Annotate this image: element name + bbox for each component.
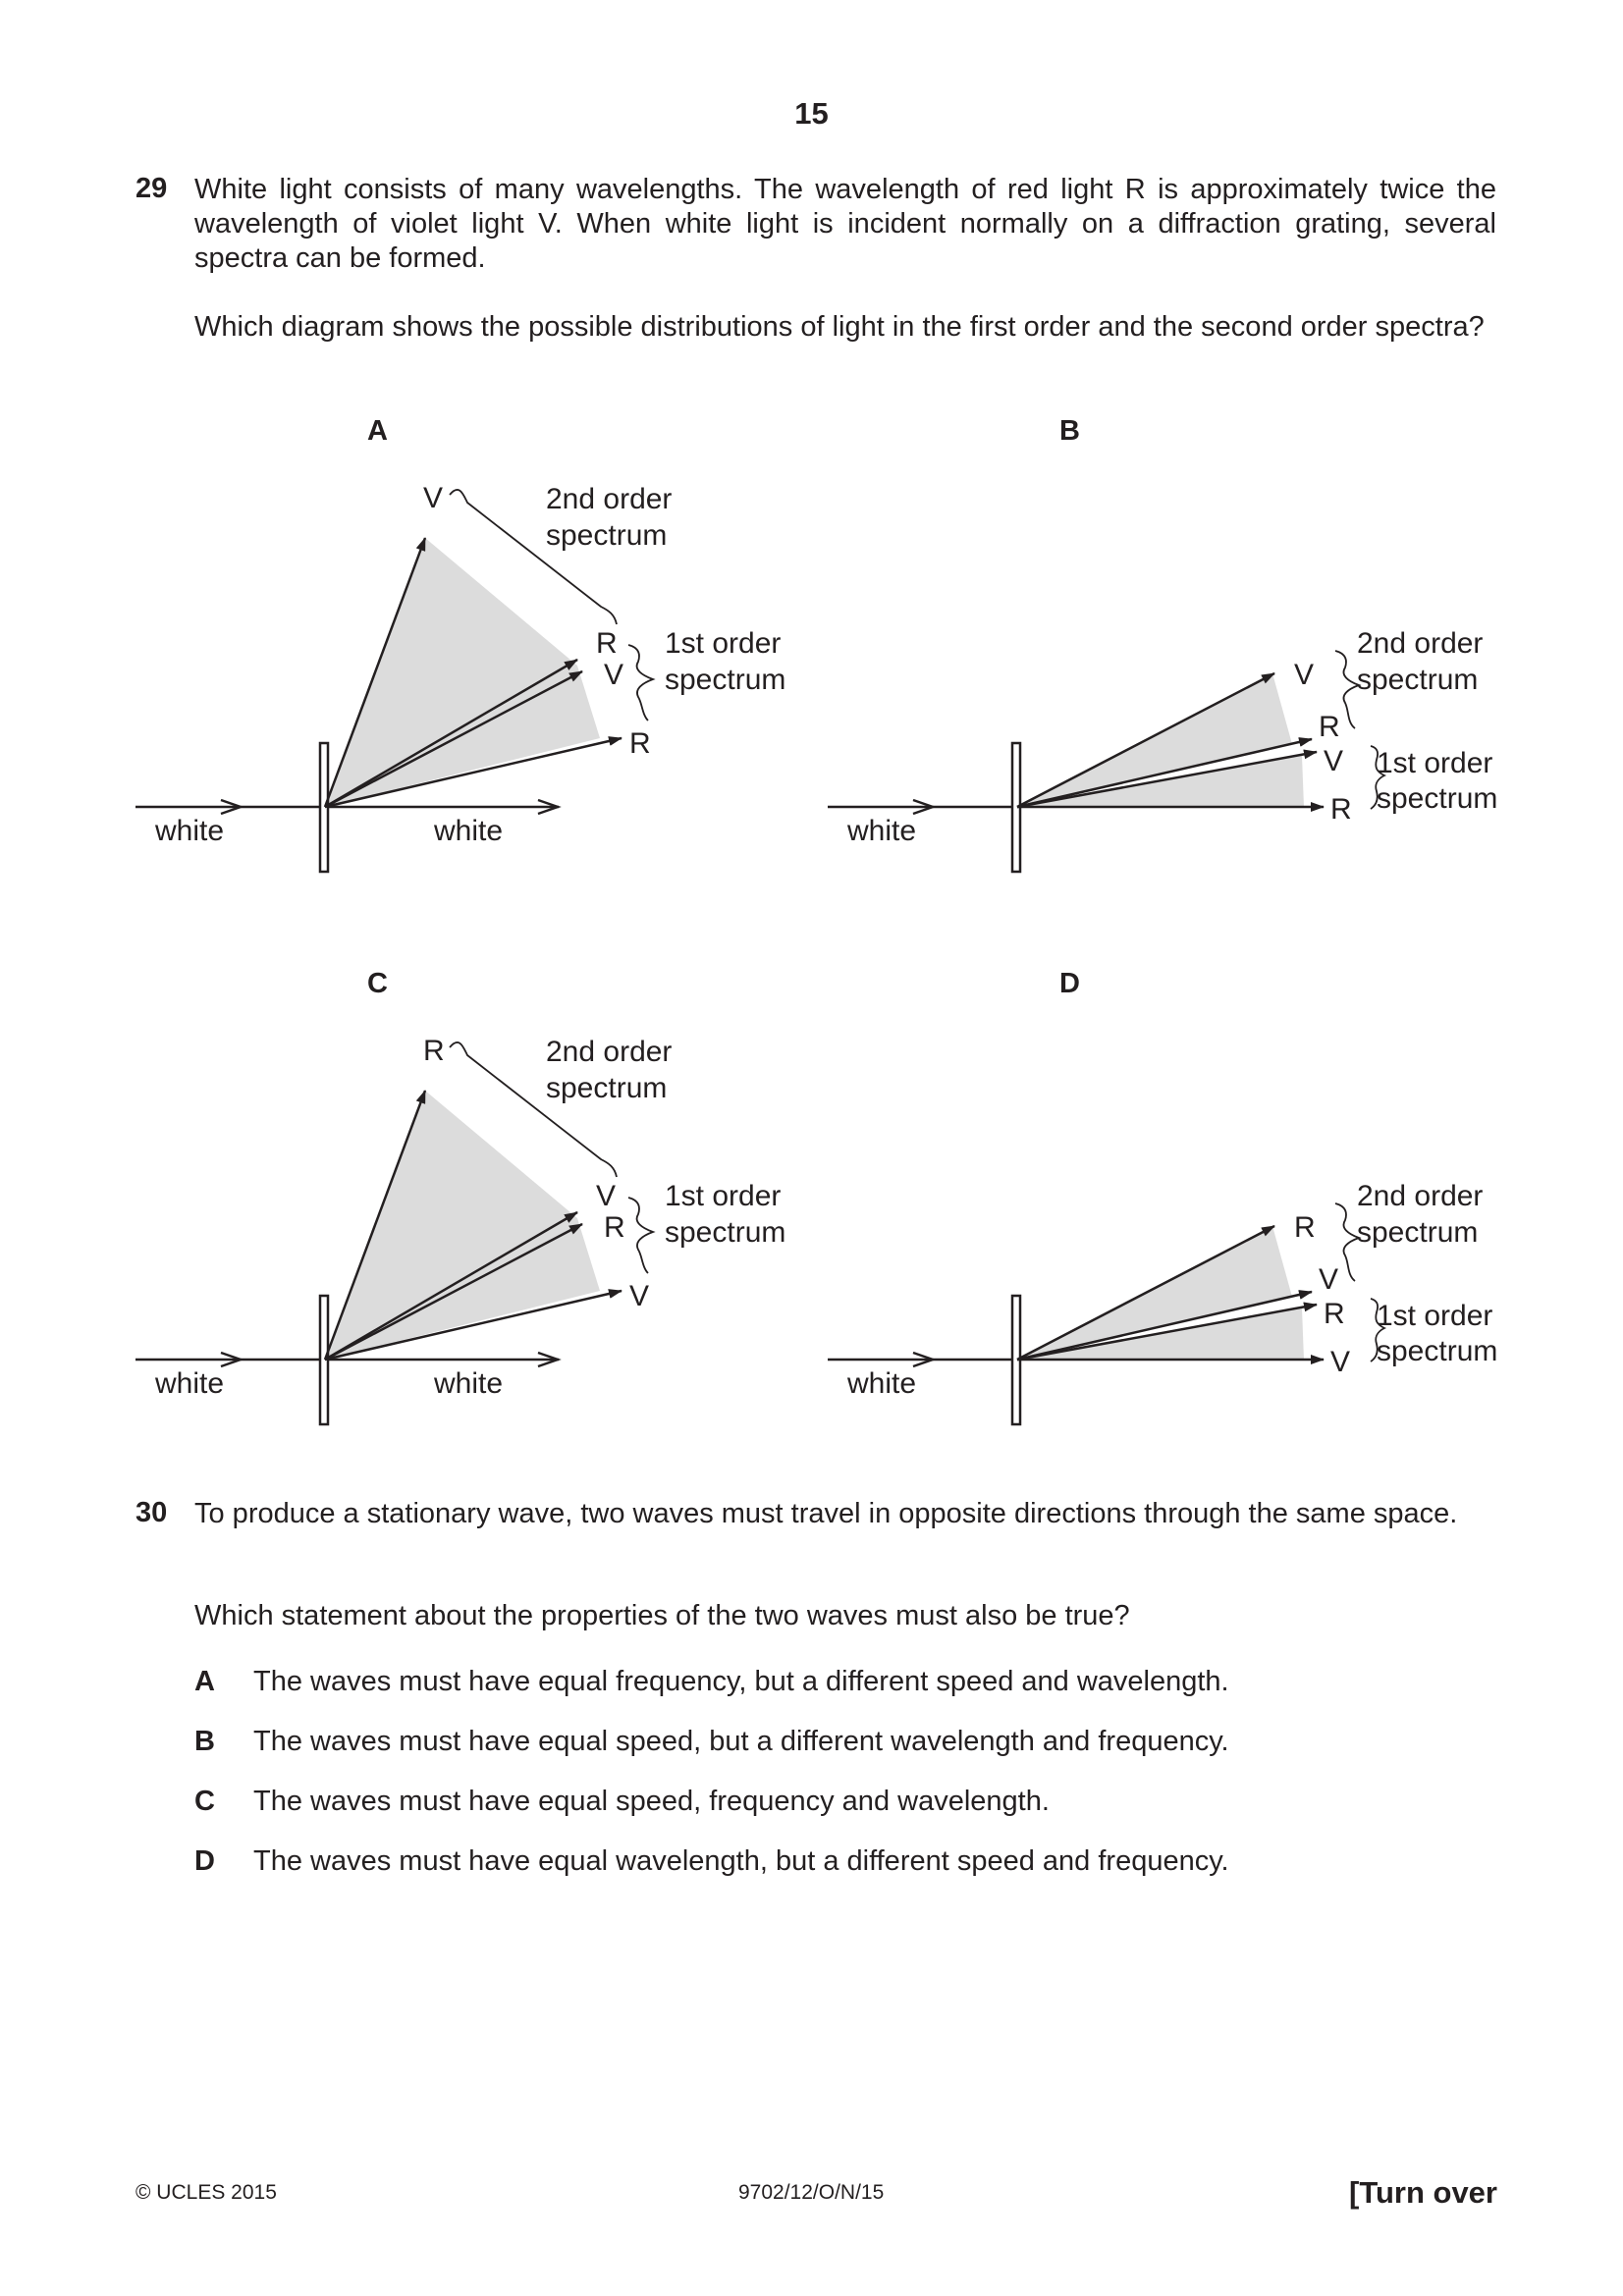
diagram-a-incident-arrow <box>220 798 244 816</box>
diagram-a-2nd-order-line2: spectrum <box>546 519 667 552</box>
diagram-b-white-in: white <box>846 815 916 847</box>
diagram-d-incident-arrow <box>912 1351 937 1368</box>
diagram-d-shaded-2nd <box>1017 1226 1292 1360</box>
option-d-text: The waves must have equal wavelength, bu… <box>253 1845 1229 1877</box>
diagram-a-letter: A <box>367 415 388 447</box>
question-29-prompt: Which diagram shows the possible distrib… <box>194 311 1485 343</box>
diagram-d-ray-r1 <box>1016 1302 1318 1362</box>
diagram-a-label-mid-bottom: V <box>604 659 623 691</box>
diagram-c-label-mid-bottom: R <box>604 1211 625 1244</box>
diagram-d-white-in: white <box>846 1367 916 1400</box>
diagram-d-1st-order-line1: 1st order <box>1377 1300 1492 1332</box>
option-a-letter: A <box>194 1666 215 1697</box>
diagram-a-ray-1st-top <box>324 669 583 809</box>
diagram-a-label-mid-top: R <box>596 627 618 660</box>
diagram-a-2nd-order-line1: 2nd order <box>546 483 672 515</box>
diagram-c: R 2nd order spectrum V R 1st order spect… <box>135 1035 785 1426</box>
diagram-d-label-4: V <box>1330 1346 1350 1378</box>
option-c-text: The waves must have equal speed, frequen… <box>253 1786 1050 1817</box>
diagram-c-letter: C <box>367 968 388 999</box>
diagram-c-2nd-order-brace <box>449 1041 618 1178</box>
diagram-a-1st-order-line2: spectrum <box>665 664 785 696</box>
diagram-a-label-low: R <box>629 727 651 760</box>
diagram-d-1st-order-line2: spectrum <box>1377 1335 1497 1367</box>
diagram-c-shaded-region <box>325 1091 600 1360</box>
question-30-prompt: Which statement about the properties of … <box>194 1600 1130 1631</box>
option-b-letter: B <box>194 1726 215 1757</box>
diffraction-diagrams: V 2nd order spectrum R V 1st order spect… <box>135 482 1497 1426</box>
diagram-a-label-top: V <box>423 482 443 514</box>
diagram-c-incident-arrow <box>220 1351 244 1368</box>
option-d-letter: D <box>194 1845 215 1877</box>
diagram-d-label-3: R <box>1324 1298 1345 1330</box>
diagram-b-label-4: R <box>1330 793 1352 826</box>
question-30-text: To produce a stationary wave, two waves … <box>194 1498 1458 1529</box>
question-29-number: 29 <box>135 173 168 204</box>
question-29-text: White light consists of many wavelengths… <box>194 174 1496 274</box>
diagram-c-2nd-order-line1: 2nd order <box>546 1036 672 1068</box>
diagram-d-letter: D <box>1059 968 1080 999</box>
diagram-d-label-2: V <box>1319 1263 1338 1296</box>
diagram-c-1st-order-line1: 1st order <box>665 1180 781 1212</box>
footer-turn-over: [Turn over <box>1349 2175 1497 2210</box>
diagram-b-ray-v2 <box>1016 671 1275 809</box>
diagram-b-incident-arrow <box>912 798 937 816</box>
diagram-c-label-mid-top: V <box>596 1180 616 1212</box>
option-b-text: The waves must have equal speed, but a d… <box>253 1726 1229 1757</box>
footer-copyright: © UCLES 2015 <box>135 2181 277 2204</box>
diagram-b-2nd-order-brace <box>1334 650 1362 729</box>
option-a-text: The waves must have equal frequency, but… <box>253 1666 1229 1697</box>
diagram-b-letter: B <box>1059 415 1080 447</box>
diagram-b-ray-v1 <box>1016 749 1318 809</box>
diagram-b: V R V R 2nd order spectrum 1st order spe… <box>828 627 1497 874</box>
diagram-d-2nd-order-line1: 2nd order <box>1357 1180 1483 1212</box>
diagram-a-2nd-order-brace <box>449 489 618 625</box>
diagram-c-ray-1st-bottom <box>324 1289 622 1362</box>
diagram-b-1st-order-line1: 1st order <box>1377 747 1492 779</box>
diagram-d-2nd-order-brace <box>1334 1202 1362 1282</box>
diagram-b-1st-order-line2: spectrum <box>1377 782 1497 815</box>
diagram-c-transmitted-arrow <box>537 1351 562 1368</box>
footer-paper-code: 9702/12/O/N/15 <box>738 2181 885 2204</box>
option-c-letter: C <box>194 1786 215 1817</box>
diagram-d-1st-order-brace <box>1370 1298 1387 1362</box>
diagram-c-label-low: V <box>629 1280 649 1312</box>
diagram-c-ray-2nd-top <box>323 1090 427 1361</box>
page-number: 15 <box>794 96 829 131</box>
diagram-b-1st-order-brace <box>1370 745 1387 810</box>
diagram-a-ray-2nd-bottom <box>324 658 578 809</box>
diagram-b-label-2: R <box>1319 711 1340 743</box>
diagram-b-shaded-2nd <box>1017 673 1292 807</box>
question-30-number: 30 <box>135 1497 168 1528</box>
diagram-c-white-in: white <box>154 1367 224 1400</box>
diagram-a-1st-order-brace <box>627 644 656 721</box>
diagram-a-white-out: white <box>433 815 503 847</box>
diagram-d-ray-r2 <box>1016 1224 1275 1362</box>
diagram-c-2nd-order-line2: spectrum <box>546 1072 667 1104</box>
diagram-c-ray-1st-top <box>324 1222 583 1362</box>
diagram-c-label-top: R <box>423 1035 445 1067</box>
diagram-b-2nd-order-line1: 2nd order <box>1357 627 1483 660</box>
diagram-d-label-1: R <box>1294 1211 1316 1244</box>
diagram-a: V 2nd order spectrum R V 1st order spect… <box>135 482 785 874</box>
diagram-d-2nd-order-line2: spectrum <box>1357 1216 1478 1249</box>
diagram-c-1st-order-brace <box>627 1197 656 1274</box>
diagram-b-ray-r2 <box>1016 737 1313 809</box>
diagram-a-transmitted-arrow <box>537 798 562 816</box>
diagram-a-white-in: white <box>154 815 224 847</box>
diagram-b-label-3: V <box>1324 745 1343 777</box>
diagram-a-ray-2nd-top <box>323 537 427 808</box>
diagram-a-1st-order-line1: 1st order <box>665 627 781 660</box>
diagram-c-1st-order-line2: spectrum <box>665 1216 785 1249</box>
diagram-d-ray-v2 <box>1016 1290 1313 1362</box>
diagram-a-shaded-region <box>325 538 600 807</box>
diagram-c-white-out: white <box>433 1367 503 1400</box>
diagram-b-label-1: V <box>1294 659 1314 691</box>
diagram-a-ray-1st-bottom <box>324 736 622 809</box>
diagram-d: R V R V 2nd order spectrum 1st order spe… <box>828 1180 1497 1426</box>
diagram-c-ray-2nd-bottom <box>324 1210 578 1362</box>
diagram-b-2nd-order-line2: spectrum <box>1357 664 1478 696</box>
